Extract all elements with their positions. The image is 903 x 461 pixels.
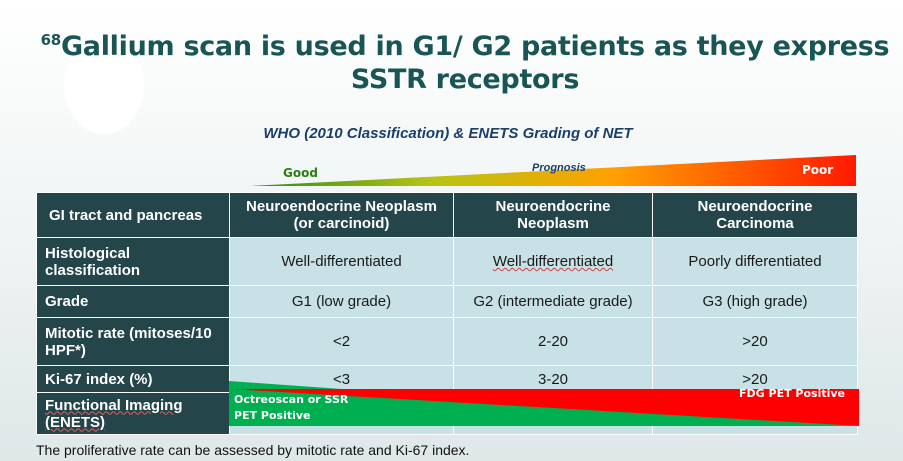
table-cell: Well-differentiated	[229, 237, 454, 286]
pet-positive-label: PET Positive	[234, 409, 311, 422]
table-cell: G3 (high grade)	[652, 285, 858, 318]
header-cell: Neuroendocrine Neoplasm	[453, 192, 653, 238]
table-cell-text: Well-differentiated	[492, 253, 614, 270]
row-label: Histological classification	[36, 237, 230, 286]
header-cell: Neuroendocrine Carcinoma	[652, 192, 858, 238]
slide-subtitle: WHO (2010 Classification) & ENETS Gradin…	[263, 125, 633, 142]
table-cell: G2 (intermediate grade)	[453, 285, 653, 318]
row-label: Mitotic rate (mitoses/10 HPF*)	[36, 317, 230, 366]
table-cell: G1 (low grade)	[229, 285, 454, 318]
row-label: Grade	[36, 285, 230, 318]
table-row: Histological classification Well-differe…	[36, 237, 858, 286]
table-cell: 3-20	[453, 365, 653, 393]
table-cell: 2-20	[453, 317, 653, 366]
prognosis-poor-label: Poor	[802, 163, 834, 177]
functional-imaging-overlay: Octreoscan or SSR PET Positive FDG PET P…	[229, 378, 859, 428]
row-label: Ki-67 index (%)	[36, 365, 230, 393]
table-cell: >20	[652, 317, 858, 366]
table-cell: Well-differentiated	[453, 237, 653, 286]
table-header-row: GI tract and pancreas Neuroendocrine Neo…	[36, 192, 858, 238]
octreoscan-label: Octreoscan or SSR	[234, 393, 349, 406]
title-text: Gallium scan is used in G1/ G2 patients …	[60, 31, 890, 95]
header-cell: GI tract and pancreas	[36, 192, 230, 238]
row-label: Functional Imaging (ENETS)	[36, 392, 230, 435]
prognosis-good-label: Good	[283, 166, 318, 180]
table-cell: Poorly differentiated	[652, 237, 858, 286]
slide-title: 68Gallium scan is used in G1/ G2 patient…	[40, 30, 890, 96]
decorative-blob	[64, 36, 144, 134]
row-label-text: Functional Imaging (ENETS)	[45, 396, 183, 431]
title-superscript: 68	[40, 31, 62, 49]
table-cell: <2	[229, 317, 454, 366]
footnote: The proliferative rate can be assessed b…	[36, 442, 470, 458]
imaging-wedges	[229, 381, 859, 426]
prognosis-wedge	[250, 155, 856, 186]
fdg-pet-label: FDG PET Positive	[739, 387, 846, 400]
prognosis-label: Prognosis	[532, 162, 586, 174]
prognosis-bar: Good Prognosis Poor	[250, 153, 856, 187]
header-cell: Neuroendocrine Neoplasm (or carcinoid)	[229, 192, 454, 238]
table-row: Mitotic rate (mitoses/10 HPF*) <2 2-20 >…	[36, 317, 858, 366]
table-row: Grade G1 (low grade) G2 (intermediate gr…	[36, 285, 858, 318]
